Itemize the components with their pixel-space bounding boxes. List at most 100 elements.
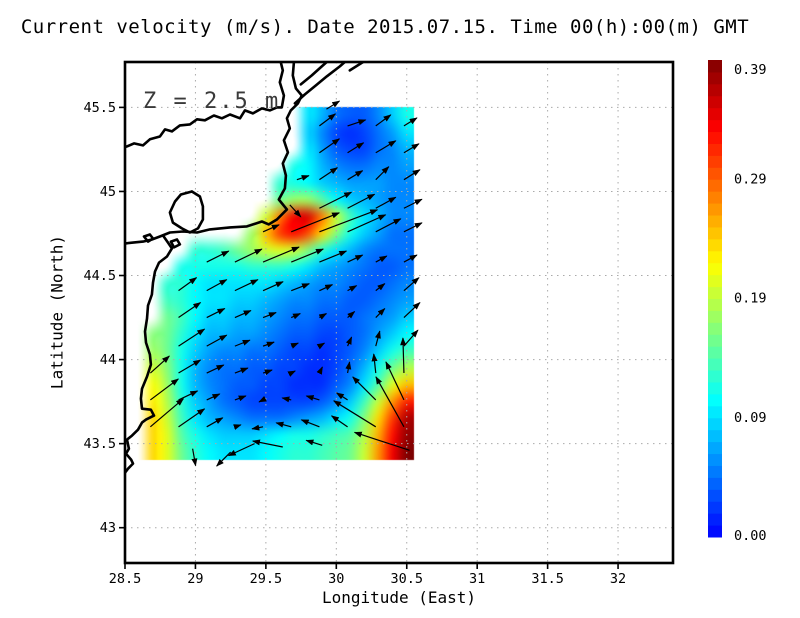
x-tick-label: 30 bbox=[328, 571, 344, 587]
colorbar-step bbox=[708, 143, 722, 156]
velocity-arrow bbox=[300, 419, 320, 428]
velocity-arrow bbox=[206, 334, 228, 347]
velocity-arrow bbox=[403, 254, 418, 263]
velocity-arrow bbox=[318, 313, 328, 320]
x-tick-label: 31 bbox=[469, 571, 485, 587]
velocity-arrow bbox=[296, 175, 310, 181]
plot-frame bbox=[123, 60, 675, 565]
colorbar-step bbox=[708, 429, 722, 443]
colorbar-step bbox=[708, 358, 722, 371]
colorbar-step bbox=[708, 60, 722, 73]
colorbar-step bbox=[708, 203, 722, 216]
velocity-arrow bbox=[290, 312, 301, 320]
colorbar-step bbox=[708, 298, 722, 311]
colorbar-step bbox=[708, 334, 722, 347]
velocity-arrow bbox=[347, 119, 367, 127]
colorbar-step bbox=[708, 405, 722, 419]
colorbar-step bbox=[708, 370, 722, 383]
velocity-arrow bbox=[251, 439, 283, 448]
velocity-arrow bbox=[333, 400, 377, 428]
velocity-arrow bbox=[347, 142, 365, 154]
velocity-arrow bbox=[291, 212, 340, 233]
velocity-arrow bbox=[227, 443, 255, 457]
x-tick-label: 30.5 bbox=[390, 571, 423, 587]
velocity-arrow bbox=[403, 329, 419, 347]
velocity-arrow bbox=[375, 166, 390, 181]
velocity-arrow bbox=[403, 222, 423, 233]
coastline-segment bbox=[125, 62, 304, 245]
colorbar-step bbox=[708, 477, 722, 490]
velocity-arrow bbox=[206, 417, 224, 428]
colorbar-tick-label: 0.29 bbox=[734, 171, 767, 187]
colorbar-step bbox=[708, 417, 722, 431]
velocity-arrow bbox=[206, 393, 221, 401]
velocity-arrow bbox=[403, 277, 420, 292]
velocity-arrow bbox=[275, 421, 292, 428]
colorbar-step bbox=[708, 71, 722, 85]
colorbar-labels: 0.39 0.29 0.19 0.09 0.00 bbox=[734, 62, 767, 544]
velocity-arrow bbox=[206, 279, 228, 292]
colorbar-step bbox=[708, 95, 722, 109]
velocity-arrow bbox=[149, 355, 170, 374]
current-vectors bbox=[149, 100, 423, 467]
y-tick-label: 44 bbox=[100, 352, 116, 368]
velocity-arrow bbox=[178, 302, 202, 319]
velocity-arrow bbox=[345, 336, 353, 347]
colorbar-step bbox=[708, 131, 722, 144]
colorbar-step bbox=[708, 441, 722, 455]
velocity-arrow bbox=[305, 439, 323, 446]
colorbar-step bbox=[708, 262, 722, 276]
velocity-arrow bbox=[375, 140, 397, 154]
velocity-arrow bbox=[375, 283, 386, 292]
velocity-arrow bbox=[375, 114, 392, 127]
coastline-segment bbox=[348, 62, 366, 72]
velocity-arrow bbox=[375, 307, 386, 318]
colorbar-step bbox=[708, 215, 722, 228]
colorbar-step bbox=[708, 513, 722, 526]
velocity-arrow bbox=[178, 390, 199, 401]
colorbar-tick-label: 0.00 bbox=[734, 528, 767, 544]
colorbar-tick-label: 0.39 bbox=[734, 62, 767, 78]
velocity-arrow bbox=[316, 342, 326, 350]
x-tick-label: 28.5 bbox=[109, 571, 142, 587]
velocity-arrow bbox=[375, 330, 381, 347]
velocity-arrow bbox=[316, 366, 323, 375]
velocity-arrow bbox=[206, 364, 225, 374]
velocity-arrow bbox=[352, 376, 377, 401]
colorbar-step bbox=[708, 119, 722, 133]
colorbar-step bbox=[708, 155, 722, 168]
velocity-arrow bbox=[234, 248, 263, 263]
x-tick-label: 31.5 bbox=[531, 571, 564, 587]
velocity-arrow bbox=[262, 224, 280, 233]
velocity-arrow bbox=[178, 277, 198, 292]
velocity-arrow bbox=[234, 279, 259, 292]
y-tick-label: 43.5 bbox=[83, 436, 116, 452]
velocity-arrow bbox=[319, 113, 337, 127]
velocity-arrow bbox=[319, 167, 339, 181]
velocity-arrow bbox=[234, 367, 249, 374]
velocity-arrow bbox=[347, 254, 364, 263]
depth-annotation: Z = 2.5 m bbox=[143, 89, 281, 114]
velocity-arrow bbox=[290, 342, 299, 349]
colorbar-step bbox=[708, 346, 722, 359]
velocity-arrow bbox=[251, 424, 264, 431]
coastline-segment bbox=[125, 62, 286, 149]
colorbar-step bbox=[708, 250, 722, 264]
x-axis-label: Longitude (East) bbox=[321, 588, 477, 607]
colorbar-step bbox=[708, 525, 722, 538]
velocity-arrow bbox=[281, 396, 292, 403]
velocity-arrow bbox=[262, 311, 277, 319]
velocity-arrow bbox=[347, 285, 358, 292]
velocity-arrow bbox=[345, 361, 352, 374]
velocity-arrow bbox=[375, 196, 397, 209]
colorbar-step bbox=[708, 322, 722, 335]
colorbar-step bbox=[708, 226, 722, 240]
velocity-arrow bbox=[149, 378, 179, 401]
coastline bbox=[125, 62, 366, 475]
velocity-arrow bbox=[319, 284, 334, 292]
velocity-arrow bbox=[206, 250, 230, 263]
velocity-arrow bbox=[178, 359, 202, 374]
velocity-arrow bbox=[234, 309, 252, 319]
velocity-arrow bbox=[291, 283, 310, 292]
